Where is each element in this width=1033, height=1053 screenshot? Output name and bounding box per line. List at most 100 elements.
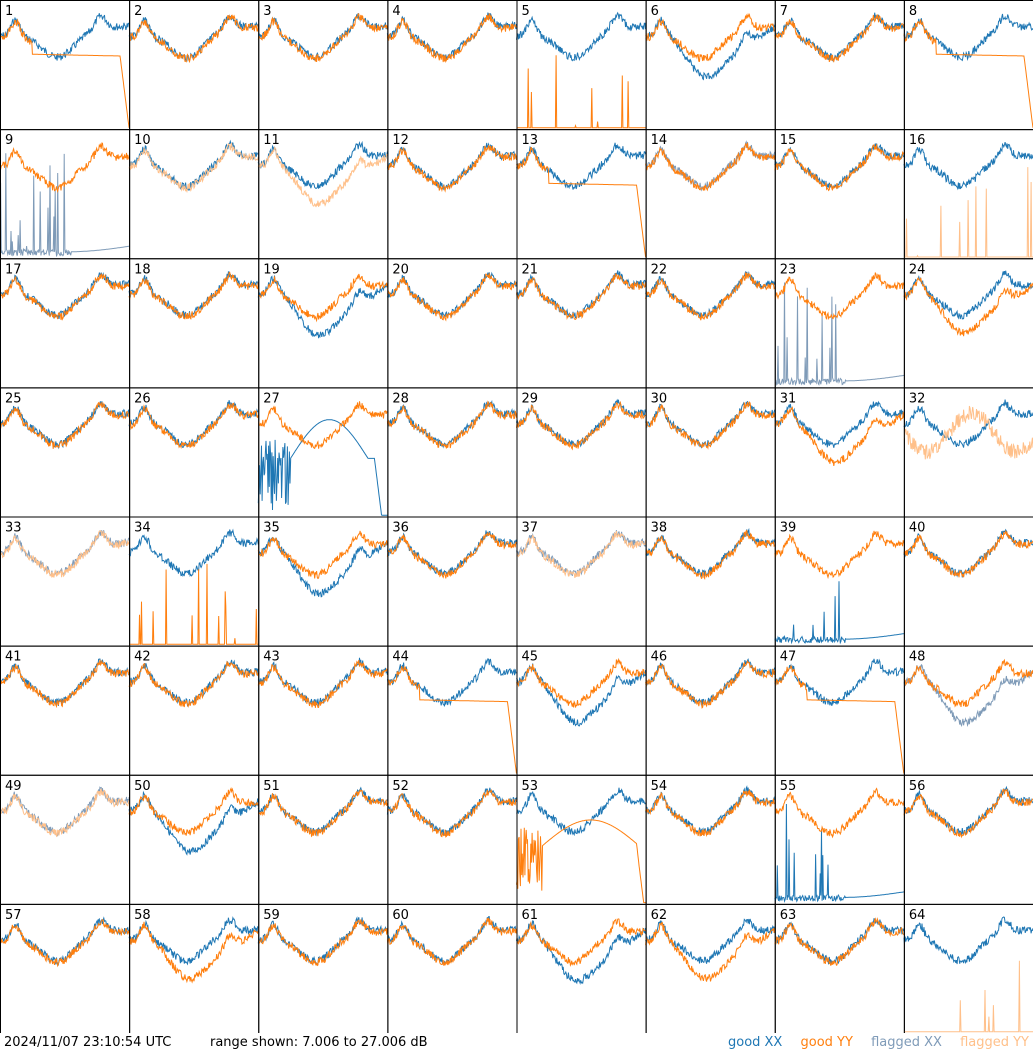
- panel-54-frame: [645, 774, 776, 905]
- panel-50-label: 50: [134, 779, 151, 794]
- panel-22: 22: [645, 258, 776, 389]
- panel-23-yy-line: [774, 272, 905, 321]
- panel-22-xx-line: [645, 271, 776, 319]
- panel-58-xx-line: [128, 916, 259, 966]
- panel-17: 17: [0, 258, 131, 389]
- panel-23-label: 23: [780, 262, 797, 277]
- panel-25-yy-line: [0, 401, 130, 449]
- panel-24-label: 24: [909, 262, 926, 277]
- panel-40: 40: [903, 516, 1033, 647]
- panel-57-label: 57: [5, 908, 22, 923]
- panel-30-xx-line: [645, 401, 776, 449]
- panel-3-yy-line: [257, 13, 388, 62]
- panel-29-frame: [516, 387, 647, 518]
- panel-3-frame: [258, 0, 389, 131]
- panel-13-yy-line: [516, 146, 647, 258]
- panel-52: 52: [386, 774, 518, 905]
- panel-33-xx-line: [0, 530, 130, 577]
- panel-46-yy-line: [645, 659, 776, 709]
- panel-57-yy-line: [0, 918, 130, 968]
- panel-40-label: 40: [909, 521, 926, 536]
- panel-11-yy-line: [257, 146, 388, 208]
- panel-49-yy-line: [0, 788, 130, 838]
- panel-5: 5: [516, 0, 647, 131]
- panel-64-xx-line: [903, 916, 1033, 965]
- panel-63-yy-line: [774, 917, 905, 966]
- panel-14-yy-line: [645, 142, 776, 192]
- panel-5-label: 5: [522, 4, 530, 19]
- panel-18-yy-line: [128, 271, 259, 320]
- panel-58: 58: [128, 903, 260, 1033]
- panel-25-frame: [0, 387, 131, 518]
- panel-47-xx-line: [774, 658, 905, 706]
- panel-35-yy-line: [257, 530, 388, 580]
- panel-46: 46: [645, 645, 776, 776]
- range-label: range shown: 7.006 to 27.006 dB: [210, 1035, 428, 1050]
- panel-32-yy-line: [903, 405, 1033, 460]
- panel-19-xx-line: [257, 275, 388, 339]
- panel-17-xx-line: [0, 271, 130, 319]
- panel-41: 41: [0, 645, 131, 776]
- panel-59: 59: [257, 903, 389, 1033]
- panel-32-xx-line: [903, 399, 1033, 448]
- panel-4-frame: [387, 0, 518, 131]
- panel-38-yy-line: [645, 529, 776, 581]
- panel-41-label: 41: [5, 650, 22, 665]
- panel-9: 9: [0, 129, 131, 260]
- panel-23: 23: [774, 258, 905, 389]
- panel-37-label: 37: [522, 521, 539, 536]
- panel-9-xx-line: [0, 153, 130, 258]
- panel-39-label: 39: [780, 521, 797, 536]
- panel-42: 42: [128, 645, 260, 776]
- panel-52-xx-line: [386, 787, 517, 837]
- panel-35-label: 35: [263, 521, 280, 536]
- panel-54-yy-line: [645, 789, 775, 838]
- panel-44-frame: [387, 645, 518, 776]
- panel-10: 10: [128, 129, 260, 260]
- panel-54-label: 54: [651, 779, 668, 794]
- panel-23-xx-line: [774, 282, 904, 386]
- panel-48: 48: [903, 645, 1033, 776]
- panel-35: 35: [257, 516, 389, 647]
- panel-16-xx-line: [903, 141, 1033, 191]
- panel-44: 44: [386, 645, 518, 776]
- panel-40-xx-line: [903, 528, 1033, 578]
- panel-43-frame: [258, 645, 389, 776]
- panel-29-yy-line: [516, 400, 646, 451]
- panel-13-label: 13: [522, 133, 539, 148]
- panel-29: 29: [516, 387, 647, 518]
- panel-24: 24: [903, 258, 1033, 389]
- panel-23-frame: [774, 258, 905, 389]
- panel-45-xx-line: [516, 663, 647, 727]
- panel-50: 50: [128, 774, 260, 905]
- panel-1-yy-line: [0, 19, 130, 128]
- panel-36: 36: [386, 516, 518, 647]
- panel-26: 26: [128, 387, 260, 518]
- panel-47-yy-line: [774, 664, 905, 774]
- panel-50-xx-line: [128, 790, 259, 856]
- panel-10-label: 10: [134, 133, 151, 148]
- panel-17-yy-line: [0, 273, 130, 321]
- panel-4-xx-line: [386, 12, 517, 62]
- panel-21-yy-line: [516, 272, 647, 320]
- panel-42-yy-line: [128, 661, 259, 708]
- panel-27-label: 27: [263, 391, 280, 406]
- panel-36-yy-line: [386, 531, 517, 579]
- panel-21-frame: [516, 258, 647, 389]
- panel-37-xx-line: [516, 530, 647, 577]
- panel-31: 31: [774, 387, 905, 518]
- panel-36-frame: [387, 516, 518, 647]
- panel-19-label: 19: [263, 262, 280, 277]
- panel-18: 18: [128, 258, 260, 389]
- panel-18-frame: [129, 258, 260, 389]
- panel-56: 56: [903, 774, 1033, 905]
- panel-59-xx-line: [257, 916, 388, 965]
- panel-62-yy-line: [645, 921, 776, 982]
- panel-48-frame: [903, 645, 1033, 776]
- panel-30-yy-line: [645, 401, 776, 450]
- panel-54-xx-line: [645, 785, 776, 837]
- panel-27-xx-line: [257, 419, 388, 516]
- panel-21-xx-line: [516, 270, 647, 319]
- panel-49-label: 49: [5, 779, 22, 794]
- panel-28-xx-line: [387, 399, 517, 449]
